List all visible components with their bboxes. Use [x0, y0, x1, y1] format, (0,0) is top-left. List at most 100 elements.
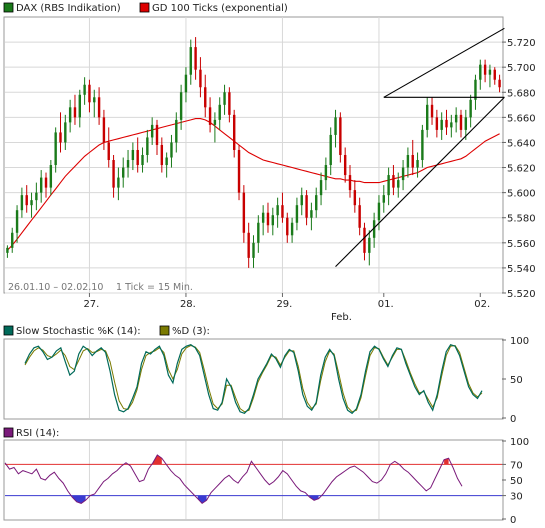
- candle-body: [392, 175, 395, 188]
- candle-92: [450, 114, 453, 138]
- candle-91: [445, 109, 448, 135]
- candle-body: [247, 232, 250, 258]
- candle-73: [358, 197, 361, 236]
- main-xtick-label-0: 27.: [83, 299, 99, 310]
- candle-body: [440, 119, 443, 130]
- stoch-legend-label-k: Slow Stochastic %K (14):: [16, 326, 141, 337]
- candle-body: [271, 215, 275, 226]
- candle-35: [175, 112, 178, 153]
- candle-70: [343, 147, 347, 183]
- candle-body: [102, 117, 106, 143]
- candle-body: [199, 69, 202, 88]
- candle-body: [218, 104, 221, 120]
- candle-body: [15, 210, 19, 233]
- candle-body: [286, 217, 289, 236]
- candle-85: [416, 152, 419, 178]
- candle-body: [387, 175, 390, 196]
- candles-layer: [6, 37, 501, 268]
- candle-46: [228, 87, 231, 123]
- main-legend: DAX (RBS Indikation) GD 100 Ticks (expon…: [3, 2, 288, 14]
- candle-33: [165, 152, 168, 178]
- main-x-axis: 27. 28. 29. 01. 02.: [83, 293, 490, 310]
- rsi-line-layer: [4, 454, 463, 505]
- candle-47: [232, 109, 236, 158]
- candle-body: [242, 192, 246, 233]
- legend-swatch-dax: [3, 2, 14, 13]
- candle-body: [78, 94, 81, 118]
- candle-56: [276, 197, 279, 228]
- candle-8: [44, 172, 48, 198]
- candle-body: [189, 47, 192, 75]
- candle-body: [358, 205, 361, 228]
- candle-body: [416, 160, 419, 168]
- candle-body: [300, 195, 303, 206]
- main-ytick-label-3: 5.660: [507, 113, 536, 124]
- candle-81: [397, 172, 400, 198]
- candle-53: [261, 205, 265, 236]
- candle-96: [469, 94, 472, 128]
- candle-20: [102, 109, 106, 150]
- candle-body: [107, 142, 110, 161]
- candle-body: [372, 220, 376, 238]
- candle-body: [266, 212, 270, 226]
- candle-94: [459, 109, 463, 138]
- candle-body: [459, 114, 463, 130]
- candle-body: [382, 195, 385, 203]
- main-ytick-label-9: 5.540: [507, 264, 536, 275]
- main-ytick-label-0: 5.720: [507, 38, 536, 49]
- candle-90: [440, 112, 443, 140]
- candle-body: [339, 117, 342, 155]
- candle-87: [426, 97, 429, 138]
- candle-6: [35, 182, 38, 211]
- candle-60: [295, 197, 299, 231]
- candle-41: [204, 74, 207, 118]
- candle-body: [117, 177, 120, 188]
- candle-body: [305, 195, 308, 218]
- candle-42: [208, 97, 212, 133]
- candle-body: [397, 180, 400, 188]
- candle-32: [160, 137, 164, 173]
- candle-98: [479, 59, 482, 90]
- candle-31: [155, 119, 159, 155]
- candle-body: [30, 200, 33, 206]
- candle-body: [122, 167, 125, 178]
- legend-label-dax: DAX (RBS Indikation): [16, 3, 121, 14]
- candle-body: [88, 84, 91, 103]
- date-range-label: 26.01.10 – 02.02.10: [8, 282, 103, 293]
- candle-body: [276, 205, 279, 216]
- candle-body: [363, 227, 366, 253]
- candle-10: [54, 127, 57, 173]
- candle-37: [184, 67, 188, 103]
- candle-body: [406, 155, 410, 168]
- stoch-ytick-label-0: 100: [510, 336, 529, 347]
- stoch-plot-frame: [3, 338, 504, 420]
- rsi-ytick-label-3: 30: [510, 492, 523, 503]
- candle-body: [435, 117, 439, 130]
- x-sublabel-feb: Feb.: [331, 312, 352, 323]
- candle-body: [445, 119, 448, 128]
- candle-52: [257, 215, 260, 253]
- candle-body: [160, 144, 164, 166]
- candle-body: [324, 165, 328, 181]
- candle-18: [93, 89, 96, 118]
- candle-body: [290, 222, 294, 236]
- candle-body: [39, 177, 43, 193]
- candle-body: [223, 92, 226, 105]
- candle-body: [83, 84, 86, 95]
- candle-30: [150, 117, 154, 145]
- candle-body: [93, 97, 96, 103]
- candle-0: [6, 245, 9, 258]
- candle-body: [20, 195, 24, 211]
- candle-29: [146, 129, 149, 163]
- candle-1: [11, 227, 14, 253]
- candle-body: [483, 64, 487, 75]
- candle-body: [421, 129, 424, 161]
- candle-77: [377, 195, 381, 231]
- candle-body: [353, 190, 357, 206]
- rsi-ytick-label-1: 70: [510, 460, 523, 471]
- candle-3: [20, 187, 24, 218]
- stoch-legend-swatch-k: [3, 325, 14, 336]
- candle-body: [329, 134, 332, 166]
- candle-44: [218, 97, 221, 130]
